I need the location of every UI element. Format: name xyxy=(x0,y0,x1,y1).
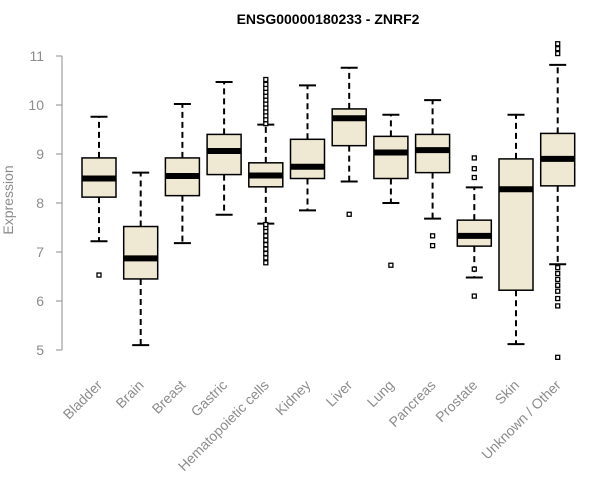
y-axis: 5 6 7 8 9 10 11 xyxy=(28,48,63,358)
outlier-point xyxy=(555,288,561,294)
y-tick-label: 9 xyxy=(36,146,44,162)
x-tick-label-prostate: Prostate xyxy=(432,377,480,425)
outlier-point xyxy=(263,233,269,239)
outlier-point xyxy=(96,272,102,278)
x-tick-label-brain: Brain xyxy=(112,377,146,411)
y-axis-label: Expression xyxy=(0,165,16,234)
outlier-point xyxy=(429,233,436,239)
outlier-point xyxy=(263,250,269,257)
outlier-point xyxy=(263,255,269,261)
outlier-point xyxy=(471,293,477,299)
y-tick-label: 6 xyxy=(36,293,44,309)
iqr-box xyxy=(498,158,534,291)
iqr-box xyxy=(414,133,451,174)
outlier-point xyxy=(555,46,561,52)
outlier-point xyxy=(388,262,394,268)
y-tick-label: 8 xyxy=(36,195,44,211)
outlier-point xyxy=(263,76,269,83)
y-tick-label: 5 xyxy=(36,342,44,358)
x-tick-label-unknown-other: Unknown / Other xyxy=(478,377,564,463)
outlier-point xyxy=(555,303,561,309)
box-brain xyxy=(122,171,159,347)
box-breast xyxy=(164,103,201,245)
x-tick-label-skin: Skin xyxy=(492,377,523,408)
iqr-box xyxy=(122,225,159,280)
outlier-point xyxy=(555,295,561,302)
outlier-point xyxy=(263,81,269,88)
box-lung xyxy=(373,113,409,268)
outlier-point xyxy=(471,166,477,172)
outlier-point xyxy=(471,266,477,272)
x-tick-label-breast: Breast xyxy=(149,377,189,417)
outlier-point xyxy=(263,221,269,228)
outlier-point xyxy=(555,41,561,47)
outlier-point xyxy=(555,50,561,57)
outlier-point xyxy=(555,282,561,288)
y-tick-label: 7 xyxy=(36,244,44,260)
box-bladder xyxy=(81,115,117,278)
outlier-point xyxy=(555,354,561,361)
box-prostate xyxy=(456,155,493,299)
x-tick-label-kidney: Kidney xyxy=(272,377,314,419)
iqr-box xyxy=(373,135,409,180)
x-tick-label-bladder: Bladder xyxy=(60,377,106,423)
box-pancreas xyxy=(414,99,451,249)
x-tick-label-lung: Lung xyxy=(364,377,397,410)
outlier-point xyxy=(555,270,561,277)
outlier-point xyxy=(471,155,477,161)
outlier-point xyxy=(263,241,269,248)
box-unknown-other xyxy=(539,41,576,361)
box-kidney xyxy=(289,84,326,212)
outlier-point xyxy=(263,260,269,266)
iqr-box xyxy=(331,108,367,147)
outlier-point xyxy=(429,242,436,249)
chart-title: ENSG00000180233 - ZNRF2 xyxy=(237,11,420,27)
box-liver xyxy=(331,66,367,217)
iqr-box xyxy=(206,133,242,176)
outlier-point xyxy=(263,246,269,252)
box-hematopoietic-cells xyxy=(248,76,284,266)
y-tick-label: 11 xyxy=(29,48,44,64)
outlier-point xyxy=(346,211,352,217)
box-series xyxy=(81,41,576,361)
y-tick-label: 10 xyxy=(28,97,44,113)
box-gastric xyxy=(206,80,242,216)
iqr-box xyxy=(289,138,326,180)
outlier-point xyxy=(263,237,269,243)
box-skin xyxy=(498,113,534,346)
outlier-point xyxy=(555,265,561,271)
outlier-point xyxy=(471,174,477,181)
x-tick-label-liver: Liver xyxy=(323,377,356,410)
outlier-point xyxy=(555,276,561,283)
